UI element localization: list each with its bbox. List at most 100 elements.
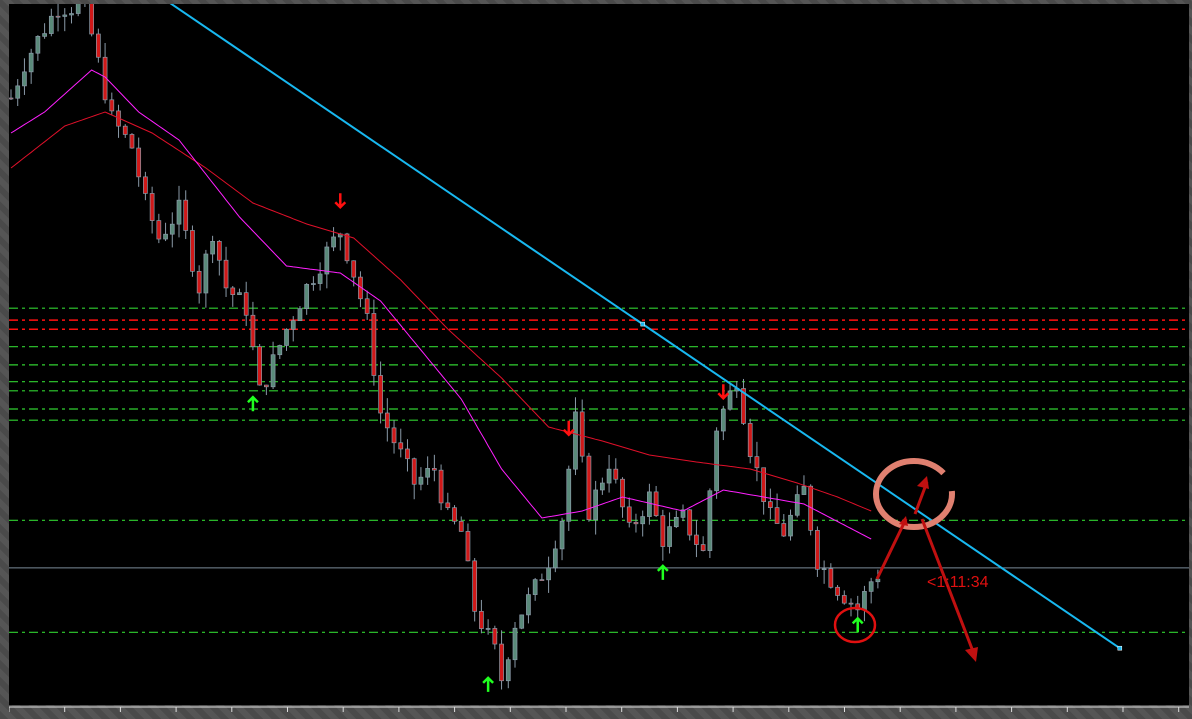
candle-body [69,13,74,16]
candle-body [667,526,672,547]
sell-arrow-icon [334,193,347,209]
candle-body [741,388,746,424]
candle-body [720,408,726,432]
candle-body [122,125,128,135]
buy-arrow-icon [656,564,669,580]
candle-body [371,313,377,376]
candle-body [344,233,350,262]
candlestick-chart[interactable] [9,4,1189,719]
candle-body [35,36,41,54]
candle-body [176,199,182,225]
candle-body [472,560,478,612]
candle-body [398,442,404,450]
candle-body [237,292,242,295]
candle-body [519,614,525,629]
candle-body [512,627,518,661]
candle-body [613,468,619,480]
candle-body [304,284,310,309]
candle-body [317,273,323,284]
annotation-arrow-up [875,481,929,580]
candle-body [707,490,713,551]
candle-body [257,346,262,386]
candle-body [801,485,807,495]
candle-body [223,259,229,289]
candle-body [378,375,383,414]
candle-body [432,468,437,471]
sell-arrow-icon [562,420,575,437]
candle-body [828,568,834,588]
candle-body [640,516,646,525]
candle-body [210,241,215,255]
candle-body [452,507,457,522]
candle-body [559,520,565,550]
candle-body [600,482,605,491]
candle-body [714,430,719,492]
candle-body [835,586,840,596]
candle-body [788,514,793,537]
candle-body [203,253,209,294]
candle-body [532,579,538,595]
candle-body [526,594,531,616]
candle-body [9,97,14,100]
candle-body [660,515,666,547]
candle-body [552,548,558,569]
candle-body [633,521,639,525]
candle-body [768,501,773,508]
candle-body [183,199,189,231]
candle-body [445,502,451,509]
candle-body [815,529,820,570]
candle-body [425,468,430,478]
candle-body [196,270,202,294]
candle-body [418,476,424,485]
candle-body [465,531,471,562]
candle-body [351,260,357,278]
candle-body [747,423,753,457]
candle-body [546,567,551,581]
candle-body [781,523,787,537]
candle-body [821,568,827,570]
candle-body [505,659,511,682]
candle-body [364,298,370,314]
candle-body [136,147,142,178]
candle-body [794,494,800,516]
candle-body [848,602,854,605]
candle-body [297,308,303,322]
chart-plot-area[interactable]: <1:11:34 [9,4,1189,712]
trendline-handle [1117,645,1123,651]
buy-arrow-icon [482,676,495,692]
candle-body [862,591,867,611]
candle-body [841,595,847,604]
candle-body [28,52,34,73]
candle-body [230,287,236,295]
annotation-circle [873,458,955,530]
candle-body [270,354,276,388]
candle-body [761,467,766,503]
candle-body [190,230,195,272]
candle-body [586,455,592,521]
candle-body [169,223,175,235]
annotation-arrow-down [920,518,976,655]
candle-body [579,411,585,457]
candle-body [405,448,410,460]
candle-body [539,579,545,581]
candle-body [620,478,625,508]
candle-body [290,320,296,330]
candle-body [55,15,61,18]
candle-body [42,33,47,37]
candle-body [15,85,21,99]
candle-body [492,628,498,645]
candle-body [647,491,652,517]
candle-body [727,390,733,410]
candle-body [485,628,491,630]
candle-body [875,578,881,583]
candle-body [143,176,148,194]
candle-body [700,544,706,551]
candle-body [331,236,336,248]
candle-body [384,412,390,429]
arrowhead-icon [965,647,978,662]
moving-average-fast [10,69,872,540]
annotation-circle [833,606,877,644]
candle-body [149,193,155,221]
candle-countdown-timer: <1:11:34 [927,574,989,591]
candle-body [754,456,760,469]
